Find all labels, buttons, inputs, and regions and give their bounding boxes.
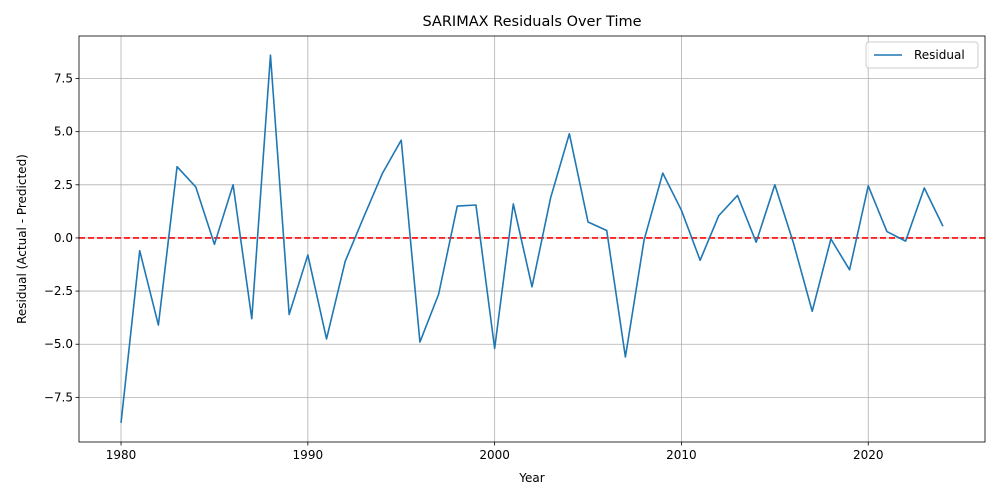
y-tick-label: −7.5 bbox=[44, 390, 73, 404]
x-tick-label: 1990 bbox=[293, 448, 324, 462]
x-tick-label: 2010 bbox=[666, 448, 697, 462]
y-tick-label: −2.5 bbox=[44, 284, 73, 298]
series-group bbox=[120, 54, 944, 423]
legend-box bbox=[865, 41, 979, 69]
legend-label: Residual bbox=[914, 48, 965, 62]
chart-title: SARIMAX Residuals Over Time bbox=[422, 14, 641, 30]
y-axis-label: Residual (Actual - Predicted) bbox=[15, 154, 29, 324]
plot-frame bbox=[78, 35, 986, 443]
y-tick-label: 5.0 bbox=[54, 125, 73, 139]
x-tick-label: 1980 bbox=[106, 448, 137, 462]
x-axis-label: Year bbox=[518, 471, 544, 485]
y-tick-label: 7.5 bbox=[54, 72, 73, 86]
x-tick-label: 2020 bbox=[853, 448, 884, 462]
y-tick-label: −5.0 bbox=[44, 337, 73, 351]
residual-series-line bbox=[120, 54, 944, 423]
y-tick-label: 2.5 bbox=[54, 178, 73, 192]
axis-ticks: 1980 1990 2000 2010 2020 −7.5 −5.0 −2.5 0.0 2.5 5.… bbox=[44, 72, 884, 462]
y-tick-label: 0.0 bbox=[54, 231, 73, 245]
x-tick-label: 2000 bbox=[479, 448, 510, 462]
legend: Residual bbox=[865, 41, 979, 69]
